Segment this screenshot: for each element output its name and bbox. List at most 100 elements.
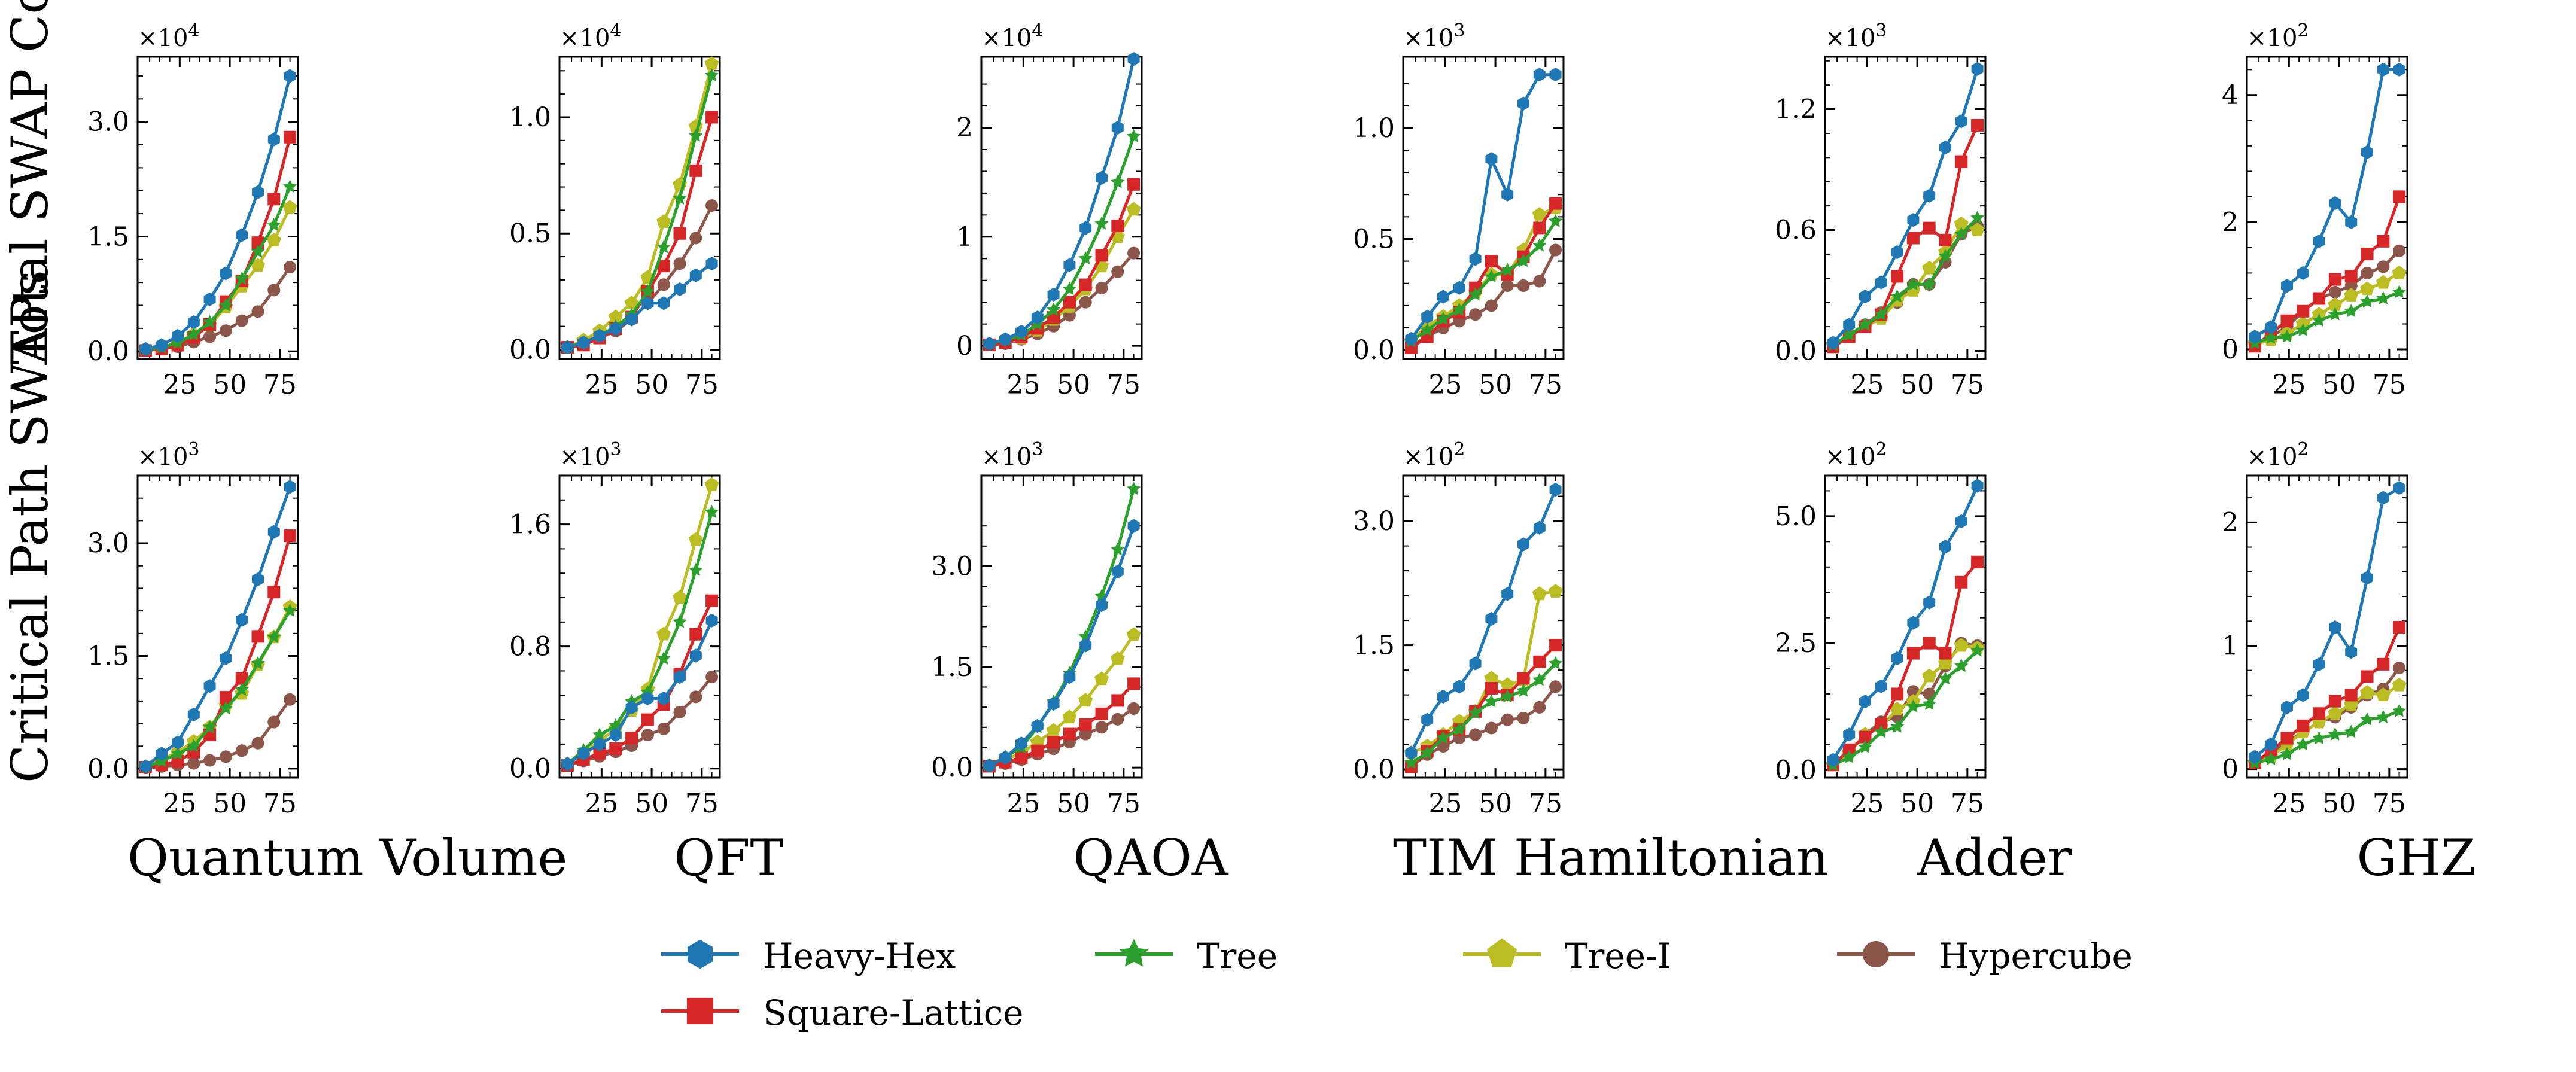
data-point-tree [2376, 709, 2391, 723]
data-point-hypercube [1533, 701, 1546, 714]
series-line-square-lattice [2253, 626, 2401, 765]
series-tree-i [560, 477, 719, 770]
data-point-heavy-hex [1421, 712, 1434, 727]
x-tick-label: 50 [1900, 788, 1934, 819]
data-point-hypercube [1469, 308, 1482, 321]
x-tick-label: 75 [263, 370, 297, 400]
data-point-tree [235, 682, 249, 696]
data-point-heavy-hex [1533, 68, 1546, 82]
y-tick-label: 1.5 [87, 221, 129, 252]
y-tick-label: 2.5 [1775, 628, 1817, 659]
data-point-heavy-hex [625, 312, 638, 327]
data-point-tree [1970, 211, 1985, 224]
data-point-tree [1436, 312, 1450, 325]
series-line-heavy-hex [989, 525, 1135, 768]
data-point-hypercube [1517, 279, 1530, 292]
data-point-tree [1047, 302, 1061, 316]
data-point-hypercube [219, 750, 232, 763]
data-point-tree-i [704, 477, 719, 491]
y-tick-label: 0 [956, 331, 973, 361]
data-point-heavy-hex [2377, 491, 2389, 505]
y-tick-label: 1.2 [1775, 95, 1817, 125]
data-point-heavy-hex [1469, 656, 1482, 671]
data-point-heavy-hex [139, 759, 152, 773]
data-point-tree [1500, 263, 1514, 276]
data-point-tree [235, 271, 249, 285]
data-point-tree [1420, 322, 1434, 336]
data-point-tree-i [704, 56, 719, 70]
data-point-hypercube [1549, 243, 1562, 257]
series-line-square-lattice [145, 535, 292, 769]
data-point-tree-i [282, 200, 297, 214]
data-point-heavy-hex [577, 336, 590, 350]
y-tick-label: 0.5 [1353, 224, 1395, 254]
column-title-qft: QFT [674, 829, 784, 887]
data-point-tree [640, 284, 655, 298]
data-point-square-lattice [1971, 118, 1984, 132]
data-point-tree [705, 505, 719, 519]
y-tick-label: 1.0 [509, 102, 551, 133]
axis-exponent: 4 [1032, 20, 1043, 41]
axis-exponent: 3 [188, 439, 199, 460]
data-point-heavy-hex [2329, 620, 2341, 635]
x-tick-label: 75 [685, 788, 719, 819]
data-point-heavy-hex [172, 735, 184, 750]
data-point-heavy-hex [1549, 68, 1562, 82]
data-point-tree-i [1970, 222, 1985, 236]
column-title-ghz: GHZ [2356, 829, 2476, 887]
subplot-tim-hamiltonian-critical: 25 50 75 0.0 1.5 3.0 ×102 [1353, 439, 1565, 819]
data-point-tree [1922, 696, 1936, 710]
y-tick-label: 0.0 [1775, 336, 1817, 367]
series-line-heavy-hex [567, 262, 713, 349]
data-point-square-lattice [1549, 197, 1562, 210]
data-point-tree [673, 191, 687, 205]
series-line-tree [1832, 217, 1979, 346]
data-point-tree [1111, 542, 1125, 556]
data-point-square-lattice [1063, 727, 1076, 741]
subplot-qaoa-total: 25 50 75 0 1 2 ×104 [956, 20, 1143, 400]
data-point-heavy-hex [2345, 215, 2358, 229]
axes-frame [1824, 474, 1987, 779]
series-line-tree-i [989, 634, 1135, 768]
data-point-tree-i [1548, 584, 1563, 598]
data-point-square-lattice [1079, 278, 1092, 291]
data-point-heavy-hex [1453, 680, 1465, 694]
data-point-heavy-hex [705, 613, 718, 628]
data-point-tree-i [2376, 687, 2391, 702]
data-point-heavy-hex [674, 282, 686, 297]
data-point-heavy-hex [1015, 736, 1027, 751]
data-point-square-lattice [1533, 221, 1546, 234]
data-point-heavy-hex [2281, 279, 2293, 293]
series-heavy-hex [561, 257, 718, 355]
data-point-heavy-hex [1843, 318, 1856, 332]
data-point-square-lattice [1549, 639, 1562, 652]
series-line-heavy-hex [2253, 486, 2400, 758]
legend-label: Heavy-Hex [763, 936, 956, 976]
data-point-hypercube [1095, 281, 1108, 294]
y-tick-label: 0.0 [509, 754, 551, 784]
data-point-tree-i [1126, 627, 1141, 641]
axis-exponent: 4 [610, 20, 621, 41]
legend-marker [1119, 939, 1149, 967]
data-point-square-lattice [1015, 751, 1028, 764]
data-point-square-lattice [1111, 220, 1124, 233]
data-point-heavy-hex [999, 332, 1012, 346]
data-point-heavy-hex [625, 701, 638, 715]
series-tree-i [138, 599, 297, 773]
axis-multiplier: ×102 [1403, 439, 1465, 471]
series-heavy-hex [2249, 481, 2405, 764]
y-tick-label: 0.0 [509, 334, 551, 365]
series-line-tree-i [567, 484, 713, 766]
data-point-hypercube [203, 754, 217, 767]
data-point-heavy-hex [1549, 482, 1562, 497]
data-point-heavy-hex [284, 69, 296, 83]
subplot-qft-critical: 25 50 75 0.0 0.8 1.6 ×103 [509, 439, 721, 819]
x-tick-label: 25 [1428, 788, 1462, 819]
data-point-tree [1938, 249, 1952, 263]
axis-multiplier: ×103 [138, 439, 200, 471]
data-point-hypercube [657, 278, 670, 291]
series-heavy-hex [1827, 479, 1984, 767]
data-point-hypercube [705, 199, 719, 212]
data-point-heavy-hex [1096, 170, 1108, 185]
data-point-tree-i [673, 590, 687, 604]
